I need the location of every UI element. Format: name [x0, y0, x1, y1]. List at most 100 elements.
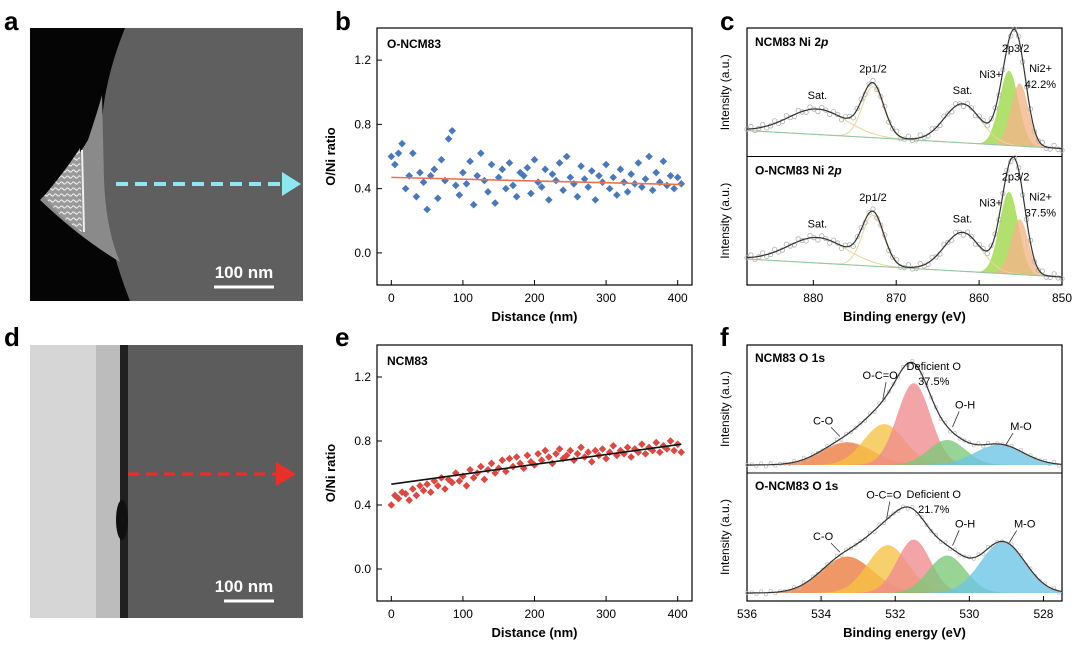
x-tick-label: 880	[803, 291, 823, 305]
fit-envelope	[746, 156, 1063, 278]
data-point	[573, 192, 582, 201]
label-sat: Sat.	[953, 85, 973, 97]
data-point	[523, 163, 532, 172]
data-point	[423, 205, 431, 214]
y-axis-label: Intensity (a.u.)	[718, 183, 732, 259]
peak-area-def	[747, 383, 1062, 465]
raw-data-point	[1043, 145, 1049, 152]
raw-data-point	[913, 265, 919, 271]
data-point	[419, 178, 428, 186]
data-point	[655, 448, 664, 456]
data-point	[484, 466, 492, 474]
data-point	[613, 191, 621, 199]
raw-data-point	[924, 522, 929, 527]
data-point	[441, 485, 449, 493]
subplot-title: O-NCM83 Ni 2p	[755, 164, 842, 178]
data-point	[477, 149, 485, 158]
data-point	[545, 196, 553, 204]
raw-data-point	[968, 233, 975, 239]
data-point	[559, 454, 567, 463]
raw-data-point	[929, 529, 934, 534]
raw-data-point	[878, 222, 884, 228]
data-point	[387, 501, 396, 509]
data-point	[484, 188, 492, 196]
raw-data-point	[1047, 146, 1053, 152]
raw-data-point	[891, 511, 896, 516]
data-point	[670, 446, 678, 455]
data-point	[434, 482, 442, 490]
data-point	[494, 464, 503, 472]
data-point	[562, 451, 571, 460]
raw-data-point	[968, 105, 975, 111]
data-point	[627, 453, 635, 461]
data-point	[659, 442, 668, 450]
subplot-title: O-NCM83 O 1s	[755, 479, 839, 493]
raw-data-point	[905, 133, 912, 139]
fit-line	[391, 176, 682, 186]
data-point	[573, 450, 582, 458]
label-2p32: 2p3/2	[1002, 172, 1030, 184]
peak-area-def	[747, 539, 1062, 593]
panel-a: a 100 nm	[4, 6, 303, 301]
data-point	[541, 165, 550, 174]
data-point	[430, 165, 439, 174]
scan-arrow-head-d	[276, 462, 296, 486]
raw-data-point	[909, 266, 916, 272]
data-point	[602, 454, 610, 463]
y-axis-label: Intensity (a.u.)	[718, 371, 732, 447]
data-point	[416, 482, 424, 490]
data-point	[487, 160, 496, 169]
raw-data-point	[749, 462, 754, 467]
data-point	[677, 448, 686, 456]
x-axis-label: Distance (nm)	[492, 625, 578, 640]
data-point	[566, 446, 575, 455]
data-point	[509, 181, 517, 190]
data-point	[541, 446, 550, 455]
baseline	[746, 258, 1063, 278]
panel-b: b 0 100 200 300 400 0.0 0.4 0.8 1.2 Distance (nm)…	[323, 6, 693, 324]
data-point	[648, 446, 657, 455]
raw-data-point	[1047, 274, 1053, 281]
data-point	[394, 494, 403, 503]
data-point	[408, 485, 417, 493]
raw-data-point	[760, 121, 766, 128]
tem-edge-d	[120, 345, 128, 618]
label-co: C-O	[813, 531, 834, 543]
data-point	[491, 469, 499, 477]
peak-area-ni2	[747, 83, 1062, 149]
x-axis-label: Distance (nm)	[492, 309, 578, 324]
raw-data-point	[933, 125, 939, 131]
data-point	[459, 168, 467, 177]
y-tick-label: 0.8	[354, 434, 371, 448]
data-point	[620, 178, 628, 186]
panel-f: f 536 534 532 530 528 Binding energy (eV) Inte…	[718, 322, 1063, 640]
x-tick-label: 860	[969, 291, 989, 305]
x-tick-label: 528	[1033, 607, 1053, 621]
raw-data-point	[917, 132, 923, 138]
data-point	[516, 459, 524, 468]
label-2p12: 2p1/2	[859, 192, 887, 204]
raw-data-point	[815, 237, 821, 243]
y-axis-label: O/Ni ratio	[323, 127, 338, 186]
data-point	[444, 135, 453, 143]
raw-data-point	[815, 108, 821, 115]
data-point	[498, 456, 507, 464]
data-point	[491, 199, 499, 207]
fit-line	[391, 443, 682, 485]
label-mo: M-O	[1014, 518, 1036, 530]
label-ni2: Ni2+	[1029, 192, 1052, 204]
label-mo-leader	[1005, 432, 1014, 446]
x-tick-label: 0	[388, 291, 395, 305]
data-point	[394, 149, 403, 158]
raw-data-point	[748, 252, 754, 258]
raw-data-point	[890, 254, 896, 260]
chart-f: 536 534 532 530 528 Binding energy (eV) Intens…	[718, 344, 1063, 640]
data-point	[641, 450, 650, 458]
raw-data-point	[984, 251, 990, 257]
data-point	[423, 480, 431, 488]
label-ni2: Ni2+	[1029, 63, 1052, 75]
data-point	[405, 496, 414, 504]
data-point	[552, 450, 560, 458]
data-point	[598, 445, 607, 453]
data-point	[620, 450, 628, 458]
